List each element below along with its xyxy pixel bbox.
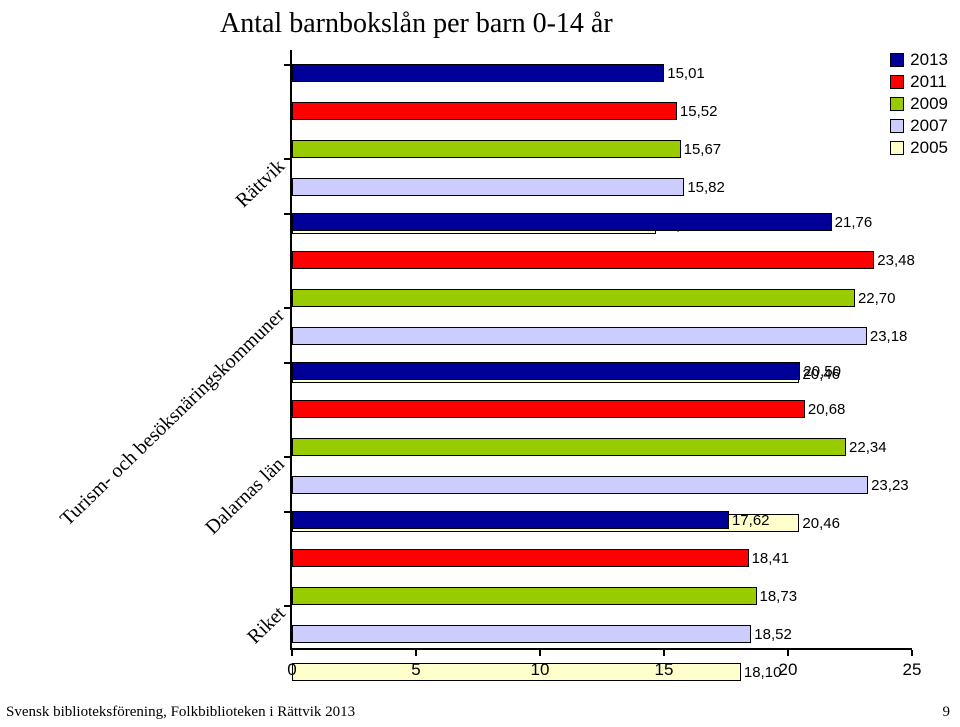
bar: 18,10 bbox=[292, 663, 741, 681]
legend-swatch bbox=[890, 141, 904, 155]
x-tick-label: 5 bbox=[411, 660, 420, 680]
legend-swatch bbox=[890, 75, 904, 89]
bar: 20,50 bbox=[292, 362, 800, 380]
bar-value-label: 18,41 bbox=[752, 550, 790, 568]
group-3: 17,6218,4118,7318,5218,10 bbox=[292, 511, 912, 606]
legend-item: 2007 bbox=[890, 116, 948, 136]
legend-label: 2009 bbox=[910, 94, 948, 114]
bar-value-label: 22,34 bbox=[849, 439, 887, 457]
legend-swatch bbox=[890, 119, 904, 133]
chart-title: Antal barnbokslån per barn 0-14 år bbox=[220, 8, 613, 40]
category-label: Dalarnas län bbox=[202, 453, 290, 539]
bar: 17,62 bbox=[292, 511, 729, 529]
bar-value-label: 20,68 bbox=[808, 401, 846, 419]
x-tick-label: 10 bbox=[531, 660, 550, 680]
legend-item: 2005 bbox=[890, 138, 948, 158]
bar-value-label: 17,62 bbox=[732, 512, 770, 530]
bar-value-label: 18,10 bbox=[744, 664, 782, 682]
group-0: 15,0115,5215,6715,8214,69 bbox=[292, 64, 912, 159]
legend-swatch bbox=[890, 97, 904, 111]
bar: 18,41 bbox=[292, 549, 749, 567]
bar-value-label: 18,73 bbox=[760, 588, 798, 606]
group-1: 21,7623,4822,7023,1820,46 bbox=[292, 213, 912, 308]
chart-plot-area: 15,0115,5215,6715,8214,6921,7623,4822,70… bbox=[290, 50, 912, 650]
bar: 15,67 bbox=[292, 140, 681, 158]
x-tick-label: 0 bbox=[287, 660, 296, 680]
bar-value-label: 23,23 bbox=[871, 477, 909, 495]
legend-item: 2009 bbox=[890, 94, 948, 114]
group-2: 20,5020,6822,3423,2320,46 bbox=[292, 362, 912, 457]
bar-value-label: 15,01 bbox=[667, 65, 705, 83]
legend-item: 2011 bbox=[890, 72, 948, 92]
x-tick-label: 25 bbox=[903, 660, 922, 680]
bar: 15,01 bbox=[292, 64, 664, 82]
bar: 18,52 bbox=[292, 625, 751, 643]
legend-label: 2005 bbox=[910, 138, 948, 158]
category-label: Riket bbox=[243, 602, 290, 649]
bar-value-label: 18,52 bbox=[754, 626, 792, 644]
bar-value-label: 22,70 bbox=[858, 290, 896, 308]
bar-value-label: 23,18 bbox=[870, 328, 908, 346]
bar: 22,34 bbox=[292, 438, 846, 456]
legend-label: 2007 bbox=[910, 116, 948, 136]
x-tick-label: 20 bbox=[779, 660, 798, 680]
bar: 15,52 bbox=[292, 102, 677, 120]
bar-value-label: 15,52 bbox=[680, 103, 718, 121]
x-tick-label: 15 bbox=[655, 660, 674, 680]
bar-value-label: 15,82 bbox=[687, 179, 725, 197]
bar: 18,73 bbox=[292, 587, 757, 605]
bar-value-label: 20,50 bbox=[803, 363, 841, 381]
bar: 20,68 bbox=[292, 400, 805, 418]
bar: 23,18 bbox=[292, 327, 867, 345]
category-label: Rättvik bbox=[232, 155, 290, 212]
bar: 21,76 bbox=[292, 213, 832, 231]
legend-swatch bbox=[890, 53, 904, 67]
footer-text: Svensk biblioteksförening, Folkbibliotek… bbox=[6, 704, 355, 721]
legend-label: 2013 bbox=[910, 50, 948, 70]
page-number: 9 bbox=[943, 704, 951, 721]
legend: 20132011200920072005 bbox=[890, 50, 948, 160]
bar-value-label: 23,48 bbox=[877, 252, 915, 270]
bar: 23,23 bbox=[292, 476, 868, 494]
bar-value-label: 15,67 bbox=[684, 141, 722, 159]
bar: 15,82 bbox=[292, 178, 684, 196]
bar: 23,48 bbox=[292, 251, 874, 269]
legend-item: 2013 bbox=[890, 50, 948, 70]
bar-value-label: 21,76 bbox=[835, 214, 873, 232]
legend-label: 2011 bbox=[910, 72, 947, 92]
bar: 22,70 bbox=[292, 289, 855, 307]
